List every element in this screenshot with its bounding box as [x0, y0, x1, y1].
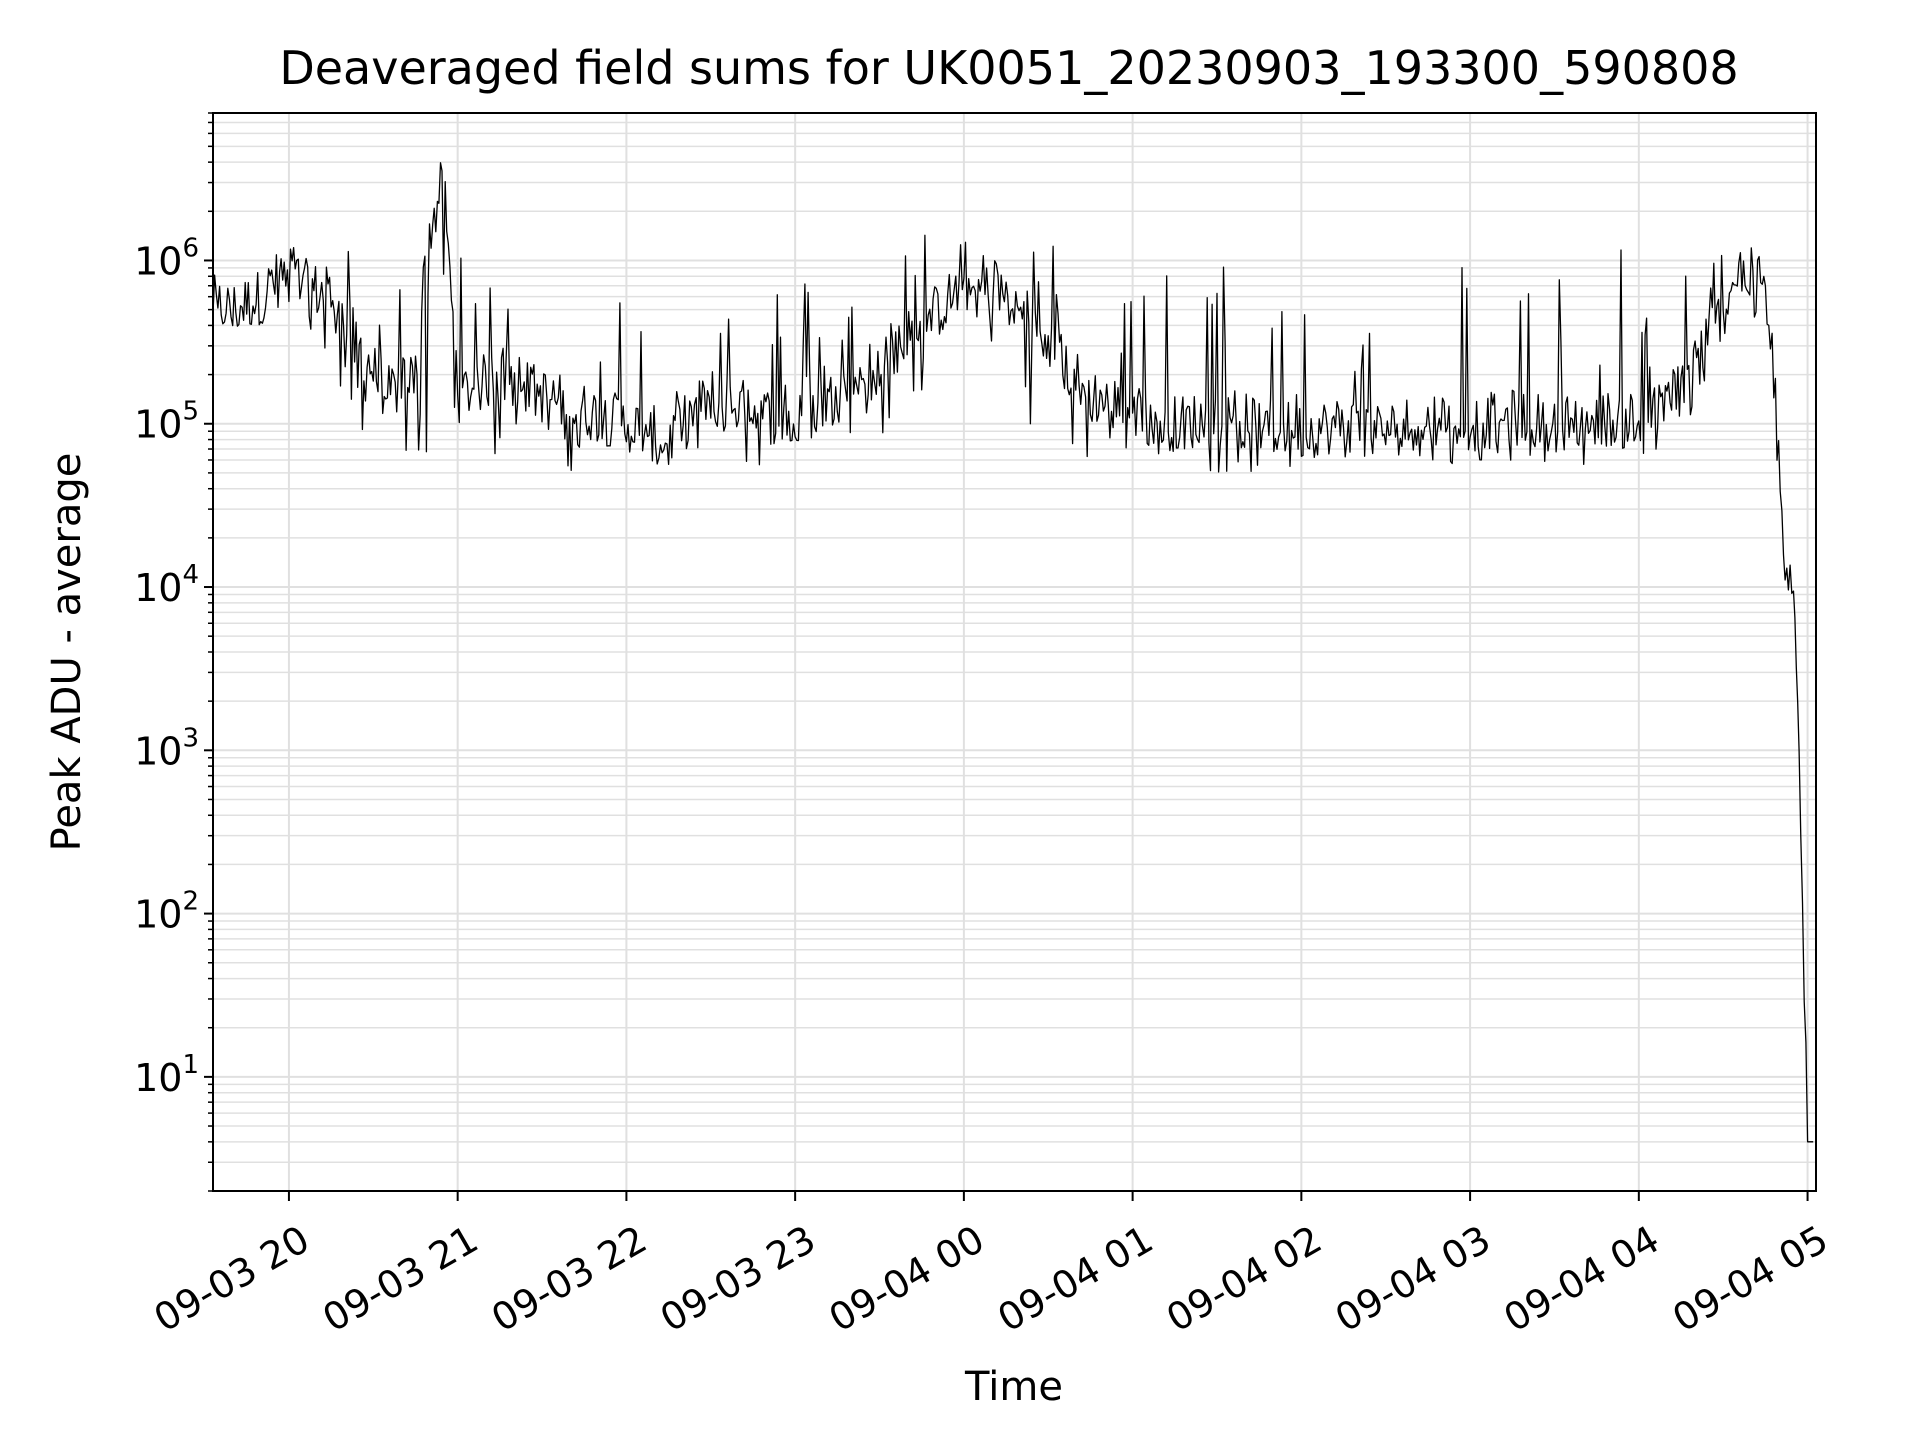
y-tick-label-exponent: 6 — [182, 233, 199, 263]
y-tick-label-exponent: 3 — [182, 723, 199, 753]
y-tick-label-base: 10 — [134, 729, 182, 773]
y-tick-label-base: 10 — [134, 566, 182, 610]
y-tick-label: 105 — [134, 397, 199, 447]
y-tick-label-base: 10 — [134, 893, 182, 937]
y-tick-label: 106 — [134, 233, 199, 283]
y-tick-label-base: 10 — [134, 403, 182, 447]
y-tick-label-exponent: 4 — [182, 560, 199, 590]
y-tick-label-exponent: 2 — [182, 887, 199, 917]
plot-frame — [212, 112, 1817, 1192]
y-tick-label: 102 — [134, 887, 199, 937]
y-tick-label-exponent: 1 — [182, 1050, 199, 1080]
y-tick-label-base: 10 — [134, 1056, 182, 1100]
y-tick-label: 103 — [134, 723, 199, 773]
y-axis-label: Peak ADU - average — [44, 453, 90, 852]
y-tick-label-base: 10 — [134, 239, 182, 283]
chart-title: Deaveraged field sums for UK0051_2023090… — [279, 41, 1738, 95]
minor-grid — [213, 112, 1816, 1192]
y-tick-label: 101 — [134, 1050, 199, 1100]
series-line — [212, 162, 1814, 1143]
y-tick-label: 104 — [134, 560, 199, 610]
data-line — [212, 162, 1814, 1143]
x-axis-label: Time — [964, 1364, 1063, 1410]
y-tick-label-exponent: 5 — [182, 397, 199, 427]
